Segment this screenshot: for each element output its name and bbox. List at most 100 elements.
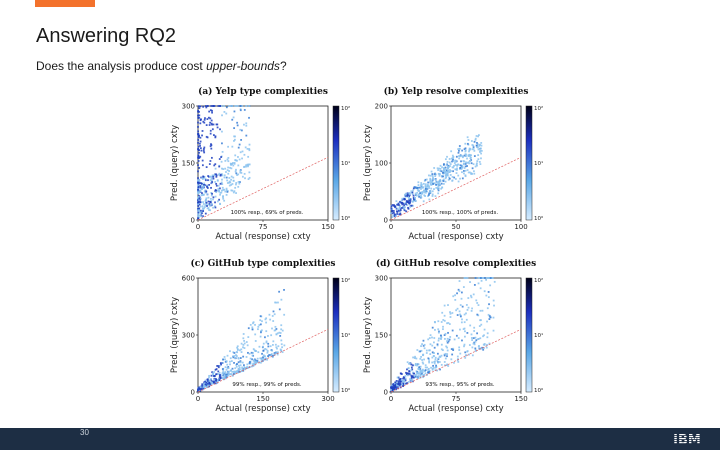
- chart-c-point: [275, 328, 278, 330]
- chart-a-point: [221, 186, 224, 189]
- chart-b-point: [393, 204, 395, 207]
- chart-d-point: [472, 337, 475, 340]
- chart-d-point: [444, 352, 447, 355]
- chart-b-point: [448, 158, 451, 160]
- chart-a-point: [206, 136, 209, 139]
- chart-c-point: [222, 369, 225, 372]
- chart-b-point: [406, 204, 408, 206]
- chart-a-point: [209, 201, 212, 204]
- chart-c-point: [217, 366, 220, 369]
- chart-a-point: [248, 171, 251, 174]
- chart-a-point: [201, 178, 204, 180]
- chart-d-point: [475, 299, 478, 302]
- chart-a-point: [229, 162, 232, 165]
- chart-d-point: [427, 367, 430, 370]
- chart-c-point: [199, 388, 202, 391]
- chart-d-point: [395, 379, 398, 382]
- chart-a-point: [245, 124, 248, 127]
- chart-c-point: [243, 366, 246, 368]
- chart-c-point: [228, 370, 230, 373]
- chart-c-point: [216, 365, 219, 367]
- chart-b-point: [401, 206, 404, 208]
- chart-a-diagonal: [197, 156, 329, 221]
- chart-a-point: [197, 156, 200, 159]
- chart-b-point: [448, 177, 451, 180]
- chart-d-point: [434, 321, 436, 324]
- chart-b-point: [390, 205, 393, 208]
- chart-d-diagonal: [390, 328, 522, 393]
- chart-b-point: [447, 167, 449, 170]
- chart-c-point: [277, 301, 279, 304]
- chart-c-point: [269, 345, 272, 348]
- chart-c-point: [253, 358, 256, 361]
- chart-a-point: [233, 190, 236, 193]
- chart-b-point: [476, 160, 479, 163]
- chart-c-point: [229, 350, 231, 353]
- chart-c-point: [231, 374, 234, 377]
- chart-c-point: [236, 371, 239, 374]
- chart-d-point: [415, 357, 418, 360]
- chart-a-point: [231, 183, 234, 185]
- chart-b-point: [406, 194, 409, 196]
- chart-b-point: [426, 183, 429, 186]
- chart-d-point: [425, 349, 428, 352]
- chart-d-point: [408, 370, 411, 372]
- chart-b-point: [408, 193, 411, 196]
- chart-c-point: [262, 342, 265, 345]
- chart-d-point: [438, 361, 441, 363]
- chart-a-point: [232, 162, 234, 164]
- chart-c-point: [267, 345, 270, 348]
- chart-a-point: [215, 184, 218, 187]
- chart-c-point: [244, 368, 246, 371]
- chart-d-point: [465, 304, 468, 306]
- chart-c-point: [208, 381, 211, 384]
- chart-a-point: [206, 187, 209, 189]
- chart-b-point: [473, 155, 476, 157]
- chart-c-point: [242, 333, 245, 335]
- chart-b-point: [454, 168, 457, 171]
- chart-a-point: [205, 190, 208, 193]
- chart-a-point: [237, 156, 239, 158]
- chart-a-point: [200, 149, 203, 152]
- chart-a-point: [198, 156, 201, 159]
- chart-b-point: [424, 184, 427, 187]
- chart-a-point: [235, 105, 238, 107]
- chart-d-point: [407, 381, 410, 383]
- chart-a-point: [199, 182, 202, 184]
- chart-a-ytick-label: 300: [182, 103, 195, 111]
- chart-d-point: [441, 311, 444, 314]
- chart-a-point: [219, 191, 222, 194]
- chart-d-point: [458, 346, 461, 349]
- chart-a-point: [221, 167, 223, 170]
- chart-d-point: [448, 338, 451, 341]
- chart-a-point: [199, 198, 202, 201]
- chart-c-point: [215, 373, 217, 376]
- chart-c-point: [224, 377, 227, 380]
- chart-a-point: [235, 192, 237, 194]
- chart-d-point: [433, 337, 436, 339]
- chart-d-point: [417, 376, 419, 378]
- chart-a-point: [227, 160, 230, 163]
- chart-d-point: [470, 296, 473, 299]
- chart-a-point: [248, 148, 251, 150]
- chart-c-point: [231, 367, 234, 370]
- chart-d-point: [437, 337, 440, 340]
- chart-c-point: [266, 351, 269, 354]
- chart-b-point: [400, 201, 403, 204]
- chart-d-point: [390, 387, 393, 389]
- chart-c-ytick-label: 0: [191, 389, 195, 397]
- chart-b-point: [455, 160, 457, 163]
- chart-c-point: [232, 355, 234, 358]
- chart-d-point: [465, 277, 467, 279]
- chart-d-point: [469, 324, 472, 327]
- chart-a-point: [226, 190, 229, 192]
- chart-a-point: [199, 186, 202, 189]
- chart-a-point: [231, 145, 234, 148]
- chart-c-point: [241, 368, 244, 371]
- chart-a-point: [197, 181, 200, 184]
- chart-a-point: [246, 147, 249, 150]
- chart-d-point: [483, 290, 486, 293]
- chart-d-point: [431, 351, 434, 354]
- chart-d-point: [419, 365, 422, 368]
- chart-d-point: [483, 328, 486, 331]
